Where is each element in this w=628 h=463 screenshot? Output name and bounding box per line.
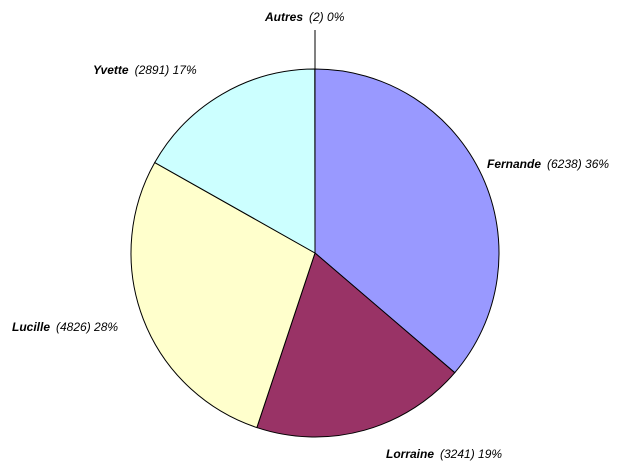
slice-value: (2891) 17%: [135, 63, 197, 77]
pie-slice: [154, 68, 316, 254]
slice-name: Yvette: [93, 63, 129, 77]
pie-slice: [130, 161, 316, 429]
slice-name: Autres: [264, 10, 303, 24]
slice-label: Yvette (2891) 17%: [93, 63, 197, 77]
slice-label: Autres (2) 0%: [264, 10, 345, 24]
slice-name: Lucille: [12, 320, 50, 334]
slice-label: Fernande (6238) 36%: [487, 157, 609, 171]
slice-label: Lucille (4826) 28%: [12, 320, 118, 334]
slice-label: Lorraine (3241) 19%: [386, 447, 502, 461]
pie-slice: [314, 68, 500, 374]
slice-value: (3241) 19%: [440, 447, 502, 461]
slice-name: Fernande: [487, 157, 541, 171]
slice-name: Lorraine: [386, 447, 434, 461]
slice-value: (4826) 28%: [56, 320, 118, 334]
slice-value: (2) 0%: [309, 10, 345, 24]
pie-slice: [256, 252, 456, 438]
slice-value: (6238) 36%: [547, 157, 609, 171]
